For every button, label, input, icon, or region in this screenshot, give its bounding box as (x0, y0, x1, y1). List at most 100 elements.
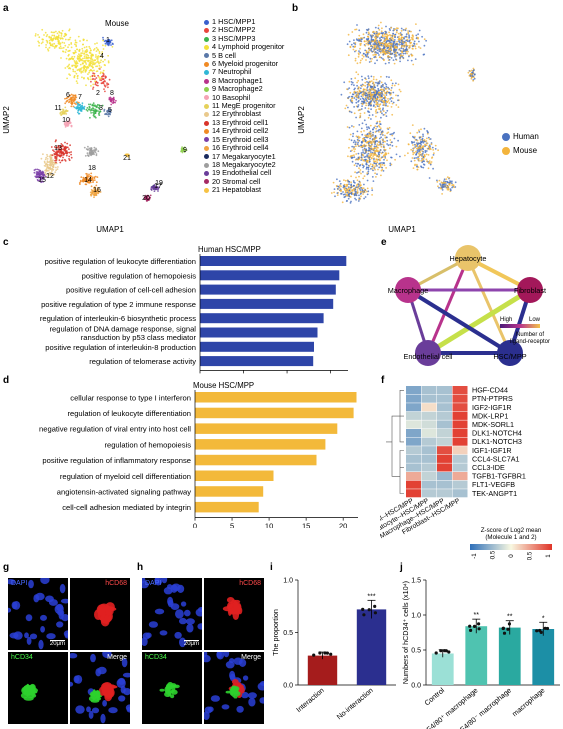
umap-point (87, 148, 89, 151)
umap-point (347, 54, 350, 57)
umap-point (350, 81, 353, 83)
umap-point (367, 75, 370, 77)
umap-point (362, 144, 364, 147)
umap-point (366, 81, 368, 83)
cell-blob (63, 630, 68, 637)
umap-point (71, 65, 74, 67)
umap-point (83, 57, 86, 59)
umap-point (395, 31, 398, 34)
umap-point (375, 108, 378, 111)
cluster-number-label: 3 (99, 105, 103, 112)
umap-point (339, 184, 341, 187)
data-point (507, 622, 511, 626)
cell-blob (223, 652, 230, 658)
umap-point (371, 187, 373, 190)
umap-point (434, 144, 437, 147)
umap-point (62, 108, 64, 111)
data-point (373, 611, 377, 615)
umap-point (374, 55, 377, 58)
x-tick-label: 20 (339, 522, 347, 528)
umap-point (376, 161, 379, 164)
umap-point (82, 176, 85, 179)
umap-point (412, 149, 415, 152)
data-point (434, 651, 438, 655)
umap-point (150, 188, 153, 190)
umap-point (35, 171, 38, 173)
umap-point (43, 34, 45, 36)
bar (195, 454, 317, 466)
umap-point (370, 105, 372, 107)
umap-point (363, 130, 365, 132)
umap-point (60, 113, 63, 116)
umap-point (448, 181, 451, 184)
cluster-number-label: 9 (183, 147, 187, 154)
panel-label-f: f (381, 375, 385, 386)
umap-point (63, 35, 66, 38)
cell-blob (154, 578, 163, 586)
panel-b: UMAP1 UMAP2 Human Mouse (292, 0, 563, 235)
cluster-dot-icon (204, 86, 209, 92)
umap-point (357, 171, 360, 174)
umap-point (156, 186, 159, 189)
umap-point (353, 106, 355, 108)
umap-point (377, 45, 380, 48)
umap-point (107, 83, 110, 86)
panel-label-d: d (3, 375, 10, 386)
umap-point (97, 49, 100, 51)
network-edge (426, 287, 532, 356)
umap-point (54, 37, 57, 40)
umap-point (391, 35, 394, 37)
bar (200, 284, 336, 295)
x-tick-label: Interaction (294, 686, 325, 714)
umap-point (60, 143, 63, 145)
umap-point (412, 135, 414, 138)
umap-point (379, 111, 382, 113)
umap-point (51, 168, 53, 171)
data-point (545, 626, 550, 631)
cell-blob (24, 632, 29, 639)
cell-blob (108, 688, 114, 699)
umap-point (357, 100, 359, 103)
umap-point (74, 64, 77, 67)
umap-point (355, 135, 358, 138)
umap-point (96, 58, 98, 60)
umap-point (423, 140, 426, 143)
umap-point (33, 169, 36, 172)
umap-point (89, 191, 92, 194)
umap-point (419, 47, 422, 49)
umap-point (95, 194, 98, 197)
umap-point (99, 191, 102, 193)
umap-point (389, 162, 392, 165)
umap-point (379, 51, 382, 54)
umap-point (104, 90, 106, 93)
umap-point (392, 101, 395, 104)
umap-point (153, 184, 156, 186)
data-point (323, 651, 327, 655)
umap-point (426, 142, 429, 145)
umap-point (380, 100, 382, 103)
umap-point (55, 169, 57, 172)
umap-point (85, 50, 87, 52)
umap-point (350, 83, 353, 86)
umap-point (421, 155, 423, 158)
panel-label-b: b (292, 3, 299, 14)
umap-point (86, 152, 89, 155)
umap-point (63, 42, 66, 44)
umap-point (363, 52, 365, 55)
umap-point (146, 200, 149, 202)
umap-point (98, 76, 100, 78)
umap-point (383, 86, 386, 89)
umap-point (362, 37, 364, 39)
category-label: regulation of leukocyte differentiation (67, 409, 191, 418)
umap-point (52, 168, 55, 171)
cell-blob (233, 604, 241, 615)
umap-point (366, 89, 369, 91)
umap-point (77, 112, 80, 115)
umap-point (354, 87, 356, 90)
umap-point (368, 61, 371, 63)
umap-point (360, 75, 363, 78)
umap-point (374, 131, 377, 133)
umap-point (395, 94, 397, 97)
umap-point (376, 47, 379, 49)
umap-point (375, 31, 377, 34)
